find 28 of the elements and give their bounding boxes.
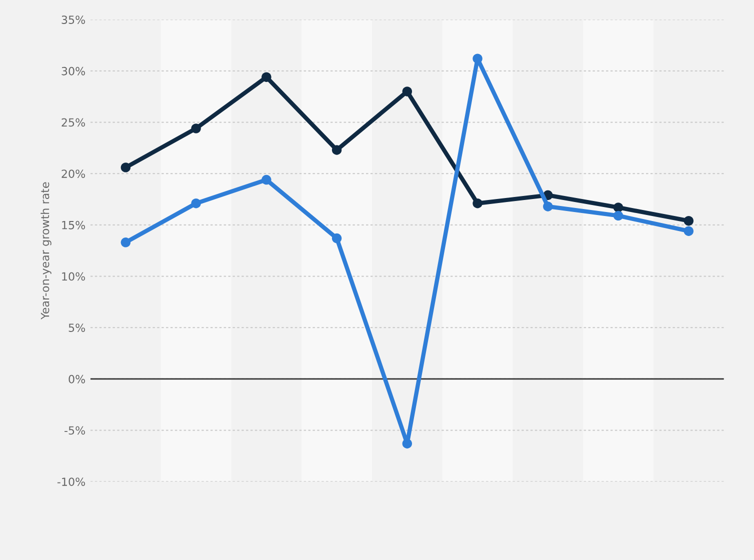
y-tick-label: 5%: [68, 324, 86, 332]
point: [332, 233, 342, 244]
point: [402, 438, 412, 448]
point: [543, 202, 553, 212]
point: [262, 72, 272, 82]
point: [120, 238, 131, 248]
y-tick-label: 25%: [62, 118, 86, 127]
point: [332, 145, 342, 155]
point: [120, 162, 131, 172]
point: [402, 86, 412, 96]
point: [472, 198, 482, 208]
y-axis-title: Year-on-year growth rate: [40, 182, 52, 320]
y-tick-label: 10%: [62, 272, 86, 281]
y-tick-label: -5%: [64, 426, 86, 435]
point: [684, 226, 694, 236]
y-tick-label: 15%: [62, 220, 86, 230]
point: [472, 54, 482, 64]
point: [191, 198, 201, 208]
point: [613, 202, 624, 212]
point: [191, 124, 201, 134]
y-tick-label: 30%: [62, 66, 86, 76]
y-tick-label: 20%: [62, 170, 86, 178]
point: [613, 210, 624, 221]
y-tick-label: 0%: [68, 374, 86, 384]
point: [262, 174, 272, 185]
y-tick-label: 35%: [62, 16, 86, 24]
y-tick-label: -10%: [57, 478, 86, 486]
point: [684, 216, 694, 226]
